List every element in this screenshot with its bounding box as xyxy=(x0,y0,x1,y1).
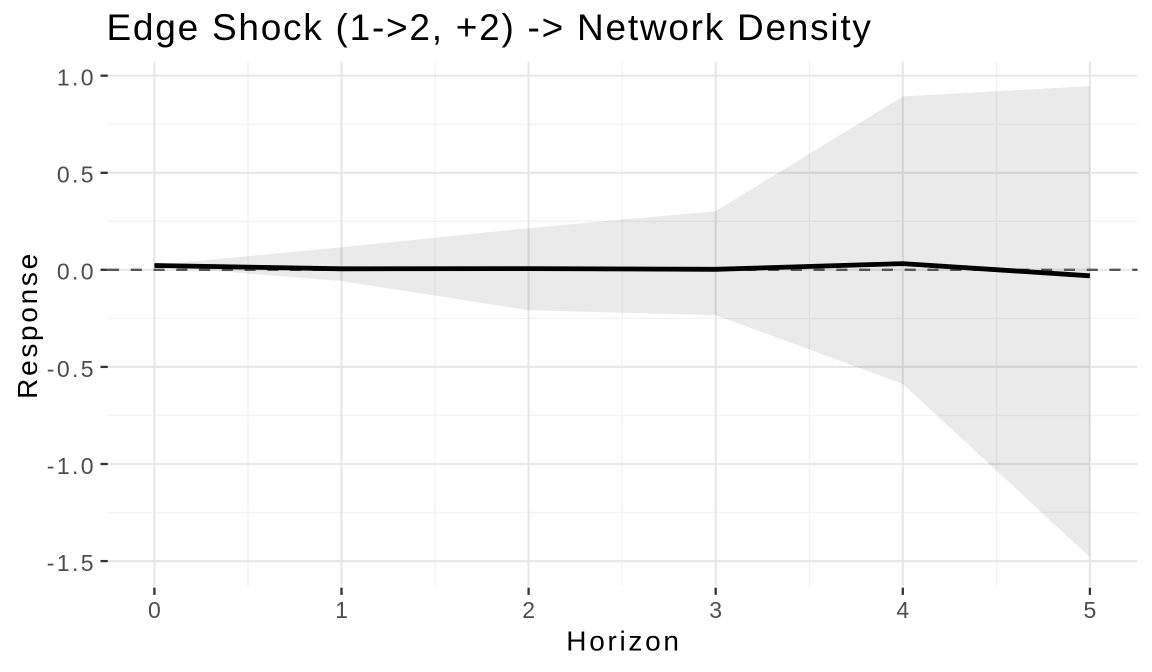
svg-text:-1.0: -1.0 xyxy=(47,453,96,479)
svg-text:4: 4 xyxy=(896,597,909,623)
svg-text:Edge Shock (1->2, +2) -> Netwo: Edge Shock (1->2, +2) -> Network Density xyxy=(107,7,873,48)
svg-text:0: 0 xyxy=(148,597,161,623)
svg-text:0.5: 0.5 xyxy=(57,162,96,188)
svg-text:1.0: 1.0 xyxy=(57,65,96,91)
svg-text:Response: Response xyxy=(12,251,43,399)
svg-text:3: 3 xyxy=(709,597,722,623)
svg-text:1: 1 xyxy=(335,597,348,623)
svg-text:-0.5: -0.5 xyxy=(47,356,96,382)
svg-text:2: 2 xyxy=(522,597,535,623)
svg-text:0.0: 0.0 xyxy=(57,259,96,285)
svg-text:Horizon: Horizon xyxy=(566,625,681,656)
svg-text:5: 5 xyxy=(1084,597,1097,623)
svg-text:-1.5: -1.5 xyxy=(47,550,96,576)
